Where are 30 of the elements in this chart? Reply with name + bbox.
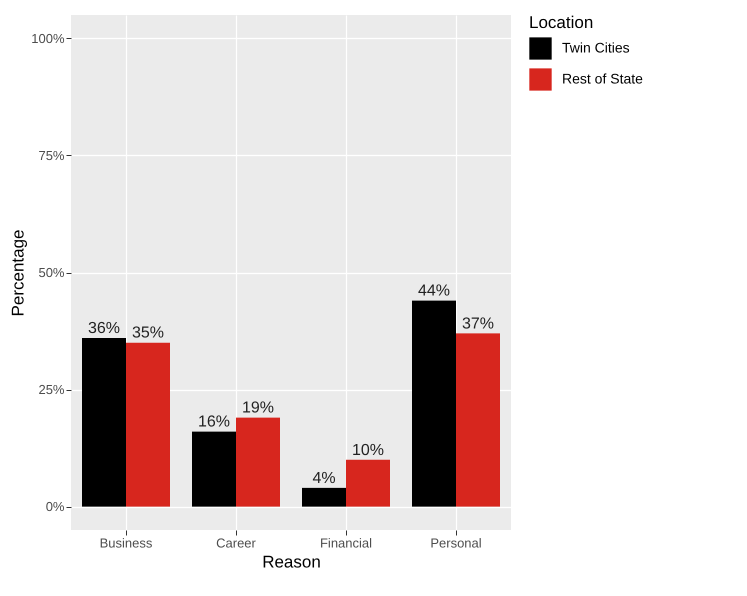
- data-label: 44%: [418, 282, 450, 300]
- data-label: 36%: [88, 320, 120, 338]
- bar: [412, 300, 456, 507]
- y-tick-label: 75%: [38, 148, 65, 163]
- bar: [456, 333, 500, 507]
- bar: [126, 342, 170, 507]
- bar: [192, 432, 236, 507]
- data-label: 10%: [352, 442, 384, 459]
- y-axis-title: Percentage: [8, 230, 28, 316]
- y-tick-label: 50%: [38, 265, 65, 280]
- data-label: 35%: [132, 324, 164, 342]
- x-tick-label: Career: [216, 536, 257, 550]
- bar: [302, 488, 346, 507]
- x-tick-label: Personal: [430, 536, 482, 550]
- x-tick-label: Financial: [320, 536, 372, 550]
- bar: [82, 338, 126, 507]
- x-tick-label: Business: [100, 536, 153, 550]
- y-tick-label: 0%: [46, 499, 65, 514]
- bar: [346, 460, 390, 507]
- legend-label: Twin Cities: [562, 40, 630, 56]
- y-tick-label: 100%: [31, 30, 65, 46]
- x-axis-title: Reason: [262, 552, 321, 572]
- bar: [236, 418, 280, 507]
- y-tick-label: 25%: [38, 382, 65, 398]
- data-label: 19%: [242, 400, 274, 417]
- data-label: 16%: [198, 414, 230, 431]
- legend-label: Rest of State: [562, 70, 644, 86]
- legend-title: Location: [529, 13, 594, 32]
- data-label: 4%: [312, 470, 336, 487]
- data-label: 37%: [462, 315, 494, 332]
